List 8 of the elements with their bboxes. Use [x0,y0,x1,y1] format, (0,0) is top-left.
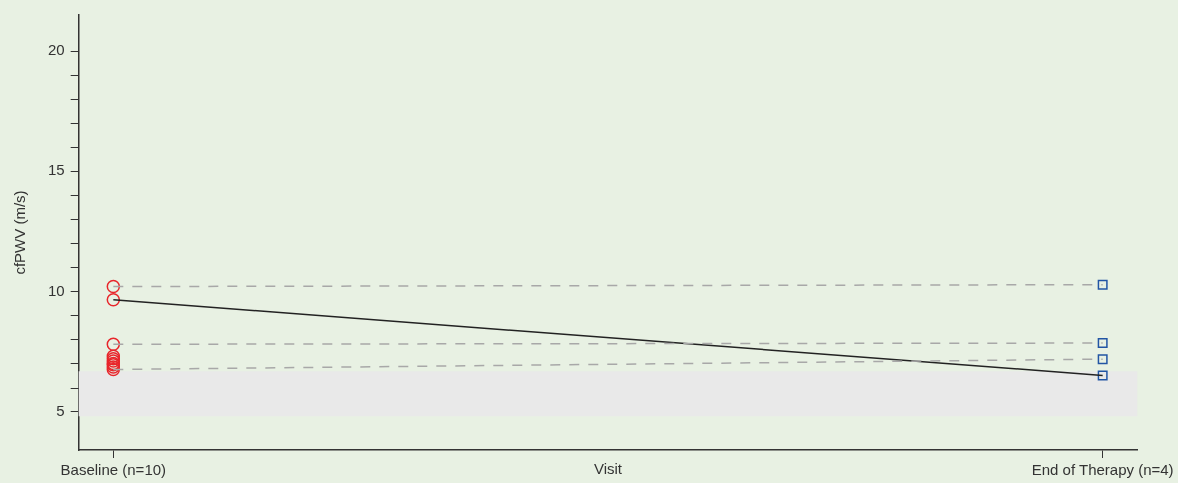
y-tick-label: 15 [48,161,65,179]
y-tick-label: 5 [56,401,65,419]
x-tick-label: End of Therapy (n=4) [1031,461,1174,479]
y-tick-label: 10 [48,281,65,299]
x-tick-label: Baseline (n=10) [60,461,167,479]
y-axis-title: cfPWV (m/s) [11,190,29,275]
x-axis-title: Visit [593,460,623,478]
y-tick-label: 20 [48,41,65,59]
